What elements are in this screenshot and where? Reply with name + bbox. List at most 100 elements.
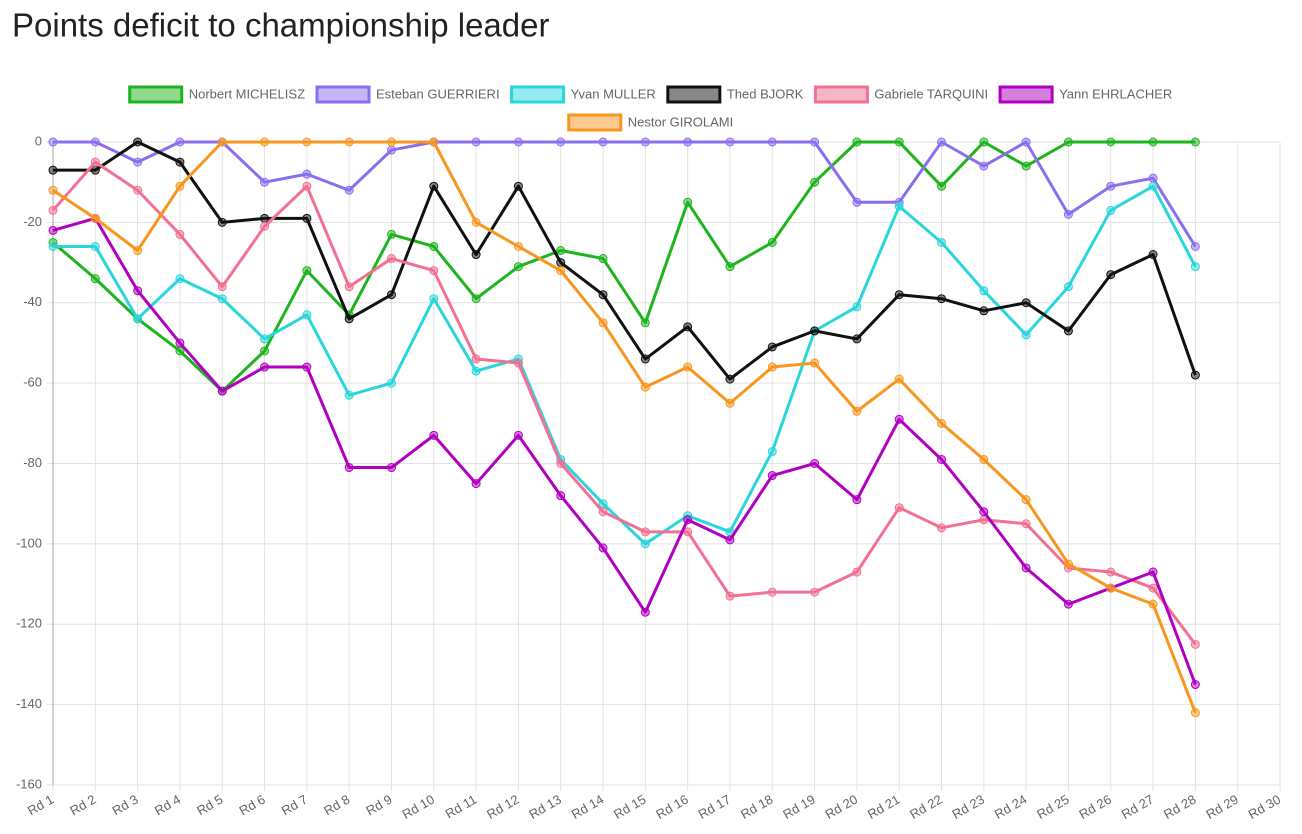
data-point (1063, 137, 1073, 147)
data-point (1190, 639, 1200, 649)
series-line (52, 140, 1197, 714)
y-tick-label: -20 (23, 214, 42, 229)
data-point (1148, 250, 1158, 260)
data-point (133, 246, 143, 256)
data-point (683, 197, 693, 207)
legend-label: Nestor GIROLAMI (628, 114, 733, 129)
data-point (260, 177, 270, 187)
data-point (1063, 209, 1073, 219)
data-point (48, 205, 58, 215)
x-tick-label: Rd 19 (780, 792, 818, 822)
x-tick-label: Rd 8 (321, 792, 352, 819)
x-tick-label: Rd 18 (738, 792, 776, 822)
data-point (1148, 599, 1158, 609)
data-point (217, 386, 227, 396)
data-point (133, 137, 143, 147)
data-point (725, 591, 735, 601)
x-tick-label: Rd 23 (949, 792, 987, 822)
legend-item: Yann EHRLACHER (998, 85, 1172, 104)
x-tick-label: Rd 24 (992, 792, 1030, 822)
data-point (1190, 262, 1200, 272)
data-point (1021, 298, 1031, 308)
data-point (556, 491, 566, 501)
data-point (810, 177, 820, 187)
legend-label: Yvan MULLER (571, 86, 656, 101)
data-point (1021, 137, 1031, 147)
x-tick-label: Rd 26 (1076, 792, 1114, 822)
data-point (1190, 241, 1200, 251)
x-tick-label: Rd 29 (1203, 792, 1241, 822)
data-point (386, 254, 396, 264)
legend-item: Nestor GIROLAMI (567, 113, 733, 132)
legend-label: Esteban GUERRIERI (376, 86, 500, 101)
data-point (640, 354, 650, 364)
data-point (90, 137, 100, 147)
data-point (344, 463, 354, 473)
data-point (344, 390, 354, 400)
data-point (429, 137, 439, 147)
data-point (937, 418, 947, 428)
data-point (979, 454, 989, 464)
data-point (260, 362, 270, 372)
data-point (979, 137, 989, 147)
data-point (683, 515, 693, 525)
data-point (386, 378, 396, 388)
chart-title: Points deficit to championship leader (12, 7, 549, 44)
legend-swatch (998, 85, 1054, 104)
data-point (429, 430, 439, 440)
legend-item: Thed BJORK (666, 85, 804, 104)
data-point (810, 358, 820, 368)
data-point (513, 262, 523, 272)
data-point (852, 567, 862, 577)
data-point (556, 258, 566, 268)
y-tick-label: -80 (23, 455, 42, 470)
data-point (1106, 205, 1116, 215)
series-line (52, 216, 1197, 686)
x-tick-label: Rd 30 (1246, 792, 1284, 822)
data-point (1190, 708, 1200, 718)
x-tick-label: Rd 15 (611, 792, 649, 822)
data-point (767, 137, 777, 147)
data-point (894, 374, 904, 384)
data-point (979, 161, 989, 171)
x-tick-label: Rd 4 (152, 792, 183, 819)
data-point (175, 229, 185, 239)
data-point (1106, 181, 1116, 191)
data-point (894, 503, 904, 513)
x-tick-label: Rd 22 (907, 792, 945, 822)
data-point (1021, 330, 1031, 340)
data-point (640, 539, 650, 549)
data-point (894, 414, 904, 424)
data-point (767, 587, 777, 597)
data-point (133, 185, 143, 195)
data-point (133, 157, 143, 167)
data-point (810, 459, 820, 468)
data-point (513, 137, 523, 147)
data-point (513, 358, 523, 368)
data-point (429, 294, 439, 304)
data-point (1148, 583, 1158, 593)
data-point (386, 463, 396, 473)
data-point (302, 213, 312, 223)
x-tick-label: Rd 25 (1034, 792, 1072, 822)
data-point (598, 290, 608, 300)
data-point (48, 241, 58, 251)
data-point (513, 430, 523, 440)
data-point (48, 185, 58, 195)
data-point (852, 334, 862, 344)
data-point (386, 137, 396, 147)
data-point (1190, 370, 1200, 380)
y-tick-label: -40 (23, 294, 42, 309)
x-tick-label: Rd 9 (363, 792, 394, 819)
data-point (1021, 161, 1031, 171)
series-line (53, 184, 1197, 546)
y-tick-label: -100 (16, 535, 42, 550)
data-point (894, 290, 904, 300)
data-point (1148, 173, 1158, 183)
data-point (767, 446, 777, 456)
data-point (1063, 326, 1073, 336)
data-point (344, 137, 354, 147)
data-point (725, 137, 735, 147)
data-point (175, 338, 185, 348)
data-point (725, 374, 735, 384)
